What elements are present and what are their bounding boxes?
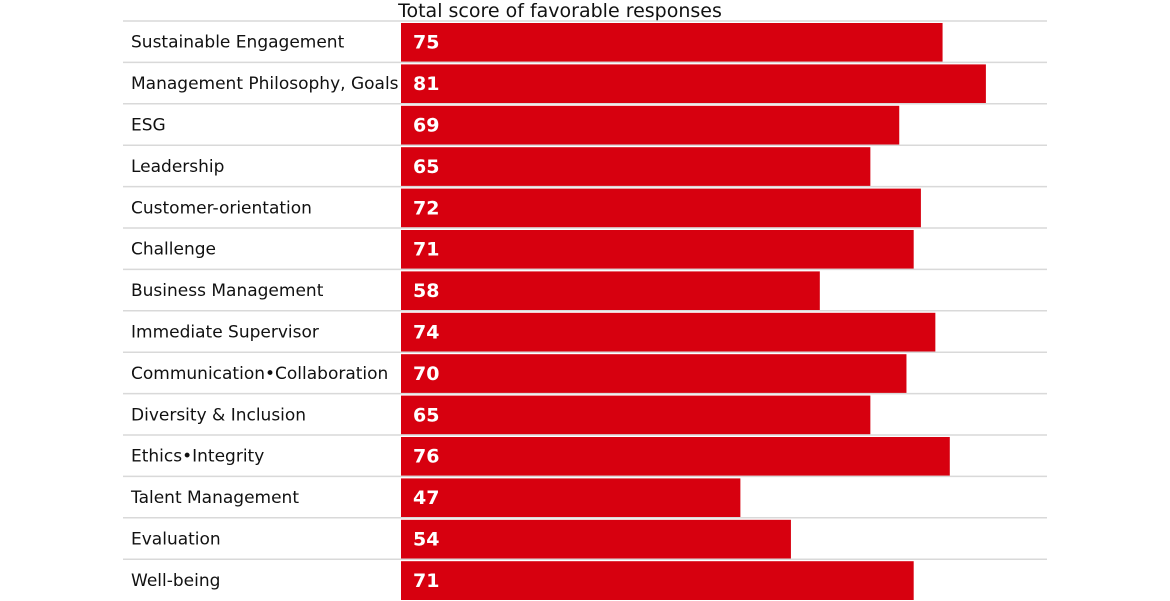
- value-label-11: 76: [413, 446, 439, 468]
- bar-1: [401, 23, 943, 62]
- bar-11: [401, 437, 950, 476]
- value-label-7: 58: [413, 280, 439, 302]
- category-label-14: Well-being: [131, 571, 220, 591]
- category-label-9: Communication•Collaboration: [131, 364, 388, 384]
- category-label-10: Diversity & Inclusion: [131, 405, 306, 425]
- value-label-5: 72: [413, 197, 439, 219]
- value-label-2: 81: [413, 73, 439, 95]
- bar-8: [401, 312, 936, 352]
- category-label-3: ESG: [131, 116, 166, 136]
- bars-layer: Sustainable Engagement 75 Management Philo…: [123, 20, 1047, 600]
- category-label-8: Immediate Supervisor: [131, 323, 319, 343]
- value-label-8: 74: [413, 322, 439, 344]
- value-label-9: 70: [413, 363, 439, 385]
- bar-7: [401, 271, 820, 311]
- category-label-11: Ethics•Integrity: [131, 447, 264, 467]
- bar-2: [401, 64, 986, 104]
- bar-4: [401, 147, 871, 186]
- bar-5: [401, 188, 921, 228]
- bar-13: [401, 519, 791, 559]
- value-label-13: 54: [413, 529, 439, 551]
- category-label-12: Talent Management: [130, 488, 299, 508]
- bar-6: [401, 230, 914, 269]
- value-label-4: 65: [413, 156, 439, 178]
- category-label-2: Management Philosophy, Goals: [131, 74, 399, 94]
- bar-12: [401, 478, 741, 518]
- chart-title: Total score of favorable responses: [397, 0, 722, 22]
- bar-10: [401, 395, 871, 435]
- value-label-12: 47: [413, 487, 439, 509]
- category-label-6: Challenge: [131, 240, 216, 260]
- value-label-14: 71: [413, 570, 439, 592]
- value-label-10: 65: [413, 404, 439, 426]
- bar-14: [401, 561, 914, 600]
- bar-9: [401, 354, 907, 393]
- category-label-7: Business Management: [131, 281, 324, 301]
- value-label-1: 75: [413, 32, 439, 54]
- category-label-13: Evaluation: [131, 530, 221, 550]
- value-label-6: 71: [413, 239, 439, 261]
- category-label-1: Sustainable Engagement: [131, 33, 345, 53]
- bar-3: [401, 105, 900, 145]
- category-label-5: Customer-orientation: [131, 198, 312, 218]
- category-label-4: Leadership: [131, 157, 224, 177]
- value-label-3: 69: [413, 115, 439, 137]
